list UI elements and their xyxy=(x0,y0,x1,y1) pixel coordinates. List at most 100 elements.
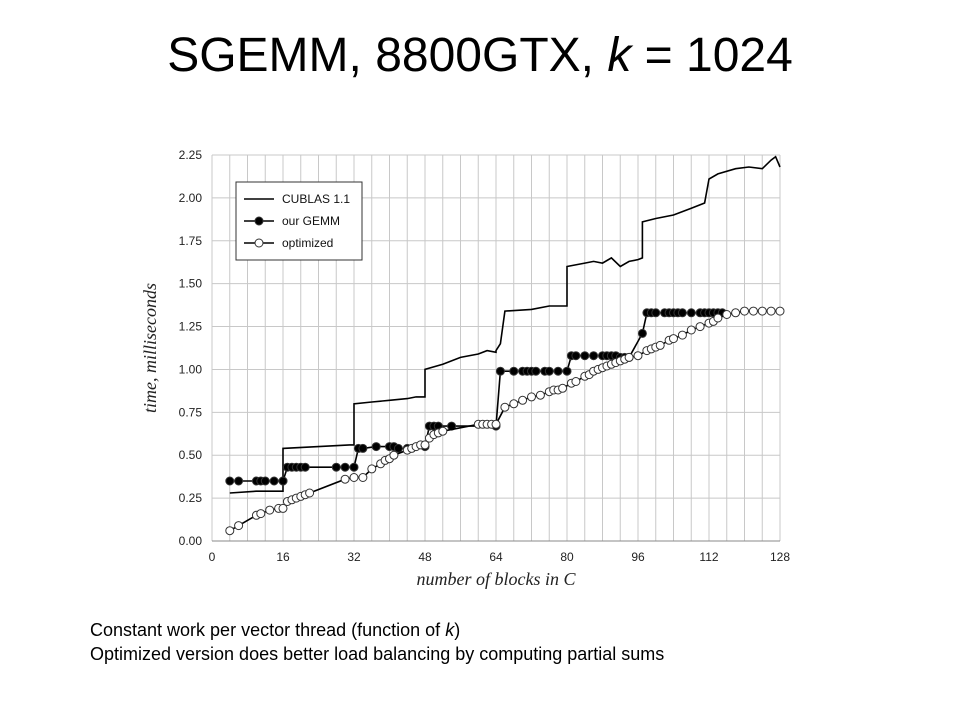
y-tick-label: 0.50 xyxy=(179,448,203,462)
y-tick-label: 2.25 xyxy=(179,148,203,162)
slide-caption: Constant work per vector thread (functio… xyxy=(90,618,930,666)
x-tick-label: 16 xyxy=(276,550,290,564)
legend-swatch-marker xyxy=(254,216,264,226)
data-point xyxy=(589,351,599,361)
caption-line-1-variable: k xyxy=(445,620,455,640)
data-point xyxy=(544,366,554,376)
y-axis-title: time, milliseconds xyxy=(140,283,160,413)
data-point xyxy=(265,505,275,515)
data-point xyxy=(531,366,541,376)
x-tick-label: 0 xyxy=(209,550,216,564)
data-point xyxy=(256,509,266,519)
caption-line-1-prefix: Constant work per vector thread (functio… xyxy=(90,620,446,640)
y-tick-label: 1.75 xyxy=(179,234,203,248)
data-point xyxy=(300,462,310,472)
slide-title: SGEMM, 8800GTX, k = 1024 xyxy=(0,28,960,83)
y-tick-label: 1.00 xyxy=(179,362,203,376)
series-2 xyxy=(225,306,785,536)
data-point xyxy=(389,450,399,460)
data-point xyxy=(624,352,634,362)
data-point xyxy=(367,464,377,474)
y-tick-label: 0.00 xyxy=(179,534,203,548)
data-point xyxy=(686,325,696,335)
data-point xyxy=(757,306,767,316)
data-point xyxy=(358,443,368,453)
data-point xyxy=(349,462,359,472)
y-tick-label: 0.75 xyxy=(179,405,203,419)
data-point xyxy=(722,310,732,319)
data-point xyxy=(278,503,288,513)
data-point xyxy=(500,402,510,412)
data-point xyxy=(518,395,528,405)
data-point xyxy=(748,306,758,316)
x-tick-label: 32 xyxy=(347,550,361,564)
data-point xyxy=(393,443,403,453)
data-point xyxy=(713,313,723,323)
data-point xyxy=(305,488,315,498)
data-point xyxy=(562,366,572,376)
data-point xyxy=(420,440,430,450)
chart-legend: CUBLAS 1.1 our GEMM optimized xyxy=(235,181,363,261)
y-axis-tick-labels: 0.00 0.25 0.50 0.75 1.00 1.25 1.50 1.75 2.00 2.25 xyxy=(179,148,203,548)
slide-title-variable: k xyxy=(607,29,632,82)
data-point xyxy=(655,340,665,350)
caption-line-2: Optimized version does better load balan… xyxy=(90,644,665,664)
data-point xyxy=(740,306,749,316)
slide-title-prefix: SGEMM, 8800GTX, xyxy=(167,29,608,82)
data-point xyxy=(535,390,545,400)
data-point xyxy=(340,474,350,484)
data-point xyxy=(371,442,381,452)
legend-label: CUBLAS 1.1 xyxy=(282,192,350,206)
x-tick-label: 112 xyxy=(699,550,718,564)
data-point xyxy=(234,476,244,486)
data-point xyxy=(495,366,505,376)
data-point xyxy=(331,462,341,472)
legend-swatch-marker xyxy=(254,238,264,248)
data-point xyxy=(225,476,235,486)
x-tick-label: 64 xyxy=(489,550,503,564)
data-point xyxy=(278,476,288,486)
data-point xyxy=(677,330,687,340)
y-tick-label: 2.00 xyxy=(179,191,203,205)
data-point xyxy=(234,521,244,531)
data-point xyxy=(260,476,270,486)
x-tick-label: 80 xyxy=(560,550,574,564)
data-point xyxy=(509,366,519,376)
data-point xyxy=(358,473,368,482)
data-point xyxy=(766,306,776,316)
data-point xyxy=(438,426,448,436)
x-tick-label: 96 xyxy=(631,550,645,564)
series-line xyxy=(229,155,781,494)
data-point xyxy=(695,322,705,332)
data-point xyxy=(509,399,519,409)
data-point xyxy=(558,383,568,393)
data-point xyxy=(580,351,590,361)
data-point xyxy=(349,473,359,482)
x-axis-title: number of blocks in C xyxy=(417,569,577,589)
x-tick-label: 128 xyxy=(770,550,790,564)
data-point xyxy=(669,334,678,344)
caption-line-1: Constant work per vector thread (functio… xyxy=(90,618,930,642)
data-point xyxy=(637,328,647,338)
x-tick-label: 48 xyxy=(418,550,432,564)
x-axis-tick-labels: 0 16 32 48 64 80 96 112 128 xyxy=(209,550,791,564)
data-point xyxy=(491,419,501,429)
data-point xyxy=(269,476,279,486)
data-point xyxy=(775,306,785,316)
legend-label: optimized xyxy=(282,236,333,250)
sgemm-timing-chart: 0.00 0.25 0.50 0.75 1.00 1.25 1.50 1.75 2.00 2.25… xyxy=(140,148,791,589)
data-point xyxy=(651,308,661,318)
series-line xyxy=(229,312,723,482)
data-point xyxy=(677,308,687,318)
data-point xyxy=(731,308,741,318)
data-point xyxy=(686,308,696,318)
slide-title-suffix: = 1024 xyxy=(631,29,793,82)
data-point xyxy=(225,526,235,536)
data-point xyxy=(553,366,563,376)
data-point xyxy=(571,377,581,386)
y-tick-label: 1.25 xyxy=(179,320,203,334)
data-point xyxy=(571,351,581,361)
data-point xyxy=(633,351,643,361)
y-tick-label: 1.50 xyxy=(179,277,203,291)
series-1 xyxy=(225,308,727,486)
